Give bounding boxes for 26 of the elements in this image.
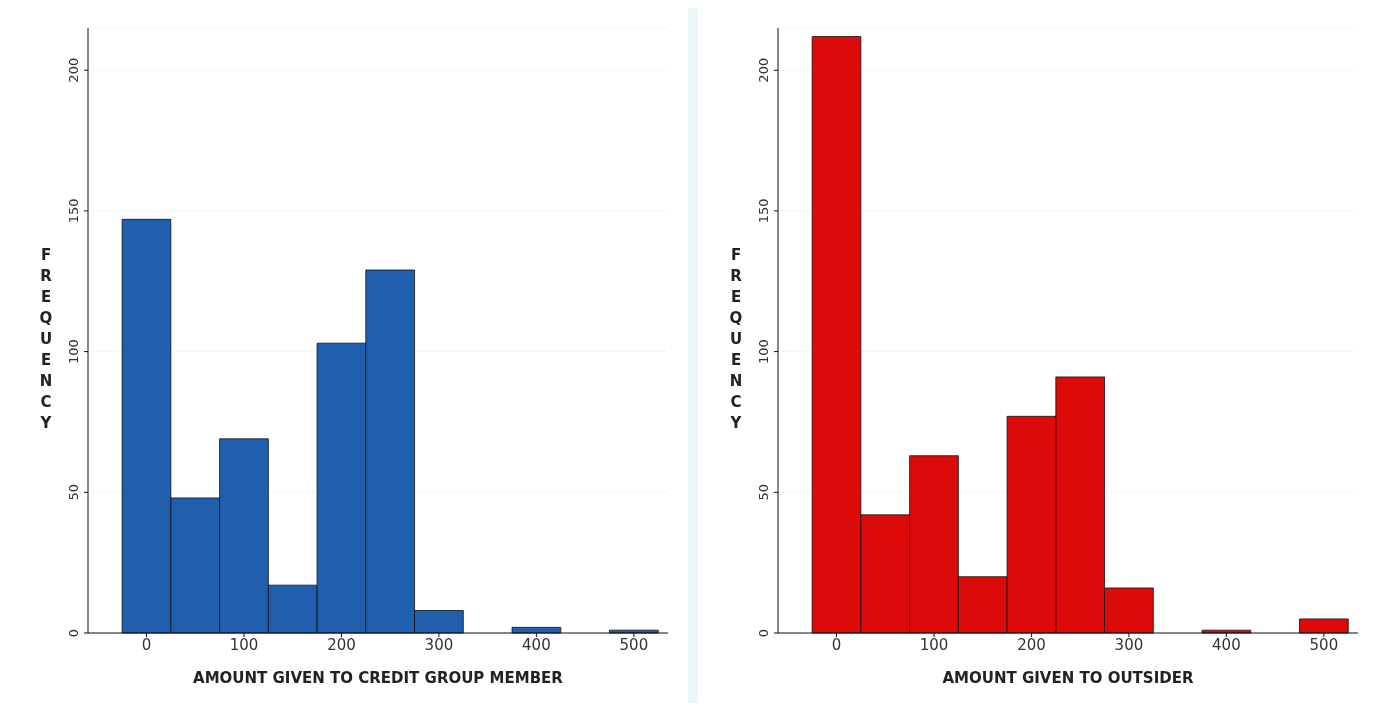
x-tick-label: 300 [424, 635, 454, 654]
x-tick-label: 0 [831, 635, 842, 654]
x-tick-label: 0 [141, 635, 152, 654]
y-tick-label: 150 [756, 198, 771, 224]
y-tick-label: 50 [756, 484, 771, 501]
y-tick-label: 100 [66, 339, 81, 365]
y-tick-label: 200 [756, 57, 771, 83]
text: FREQUENCY [729, 246, 743, 432]
x-tick-label: 100 [229, 635, 259, 654]
x-tick-label: 300 [1114, 635, 1144, 654]
x-tick-label: 500 [619, 635, 649, 654]
y-tick-label: 50 [66, 484, 81, 501]
y-tick-label: 200 [66, 57, 81, 83]
x-tick-label: 500 [1309, 635, 1339, 654]
y-tick-label: 150 [66, 198, 81, 224]
y-tick-label: 0 [66, 628, 81, 638]
x-axis-title: AMOUNT GIVEN TO CREDIT GROUP MEMBER [193, 669, 564, 687]
x-tick-label: 400 [1212, 635, 1241, 654]
text: FREQUENCY [39, 246, 53, 432]
y-tick-label: 0 [756, 628, 771, 638]
x-tick-label: 200 [1017, 635, 1046, 654]
x-tick-label: 200 [327, 635, 356, 654]
x-tick-label: 400 [522, 635, 551, 654]
y-tick-label: 100 [756, 339, 771, 365]
x-axis-title: AMOUNT GIVEN TO OUTSIDER [942, 669, 1194, 687]
x-tick-label: 100 [919, 635, 949, 654]
